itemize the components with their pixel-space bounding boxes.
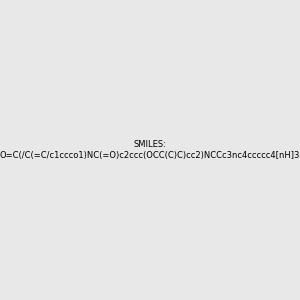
Text: SMILES:
O=C(/C(=C/c1ccco1)NC(=O)c2ccc(OCC(C)C)cc2)NCCc3nc4ccccc4[nH]3: SMILES: O=C(/C(=C/c1ccco1)NC(=O)c2ccc(OC…: [0, 140, 300, 160]
